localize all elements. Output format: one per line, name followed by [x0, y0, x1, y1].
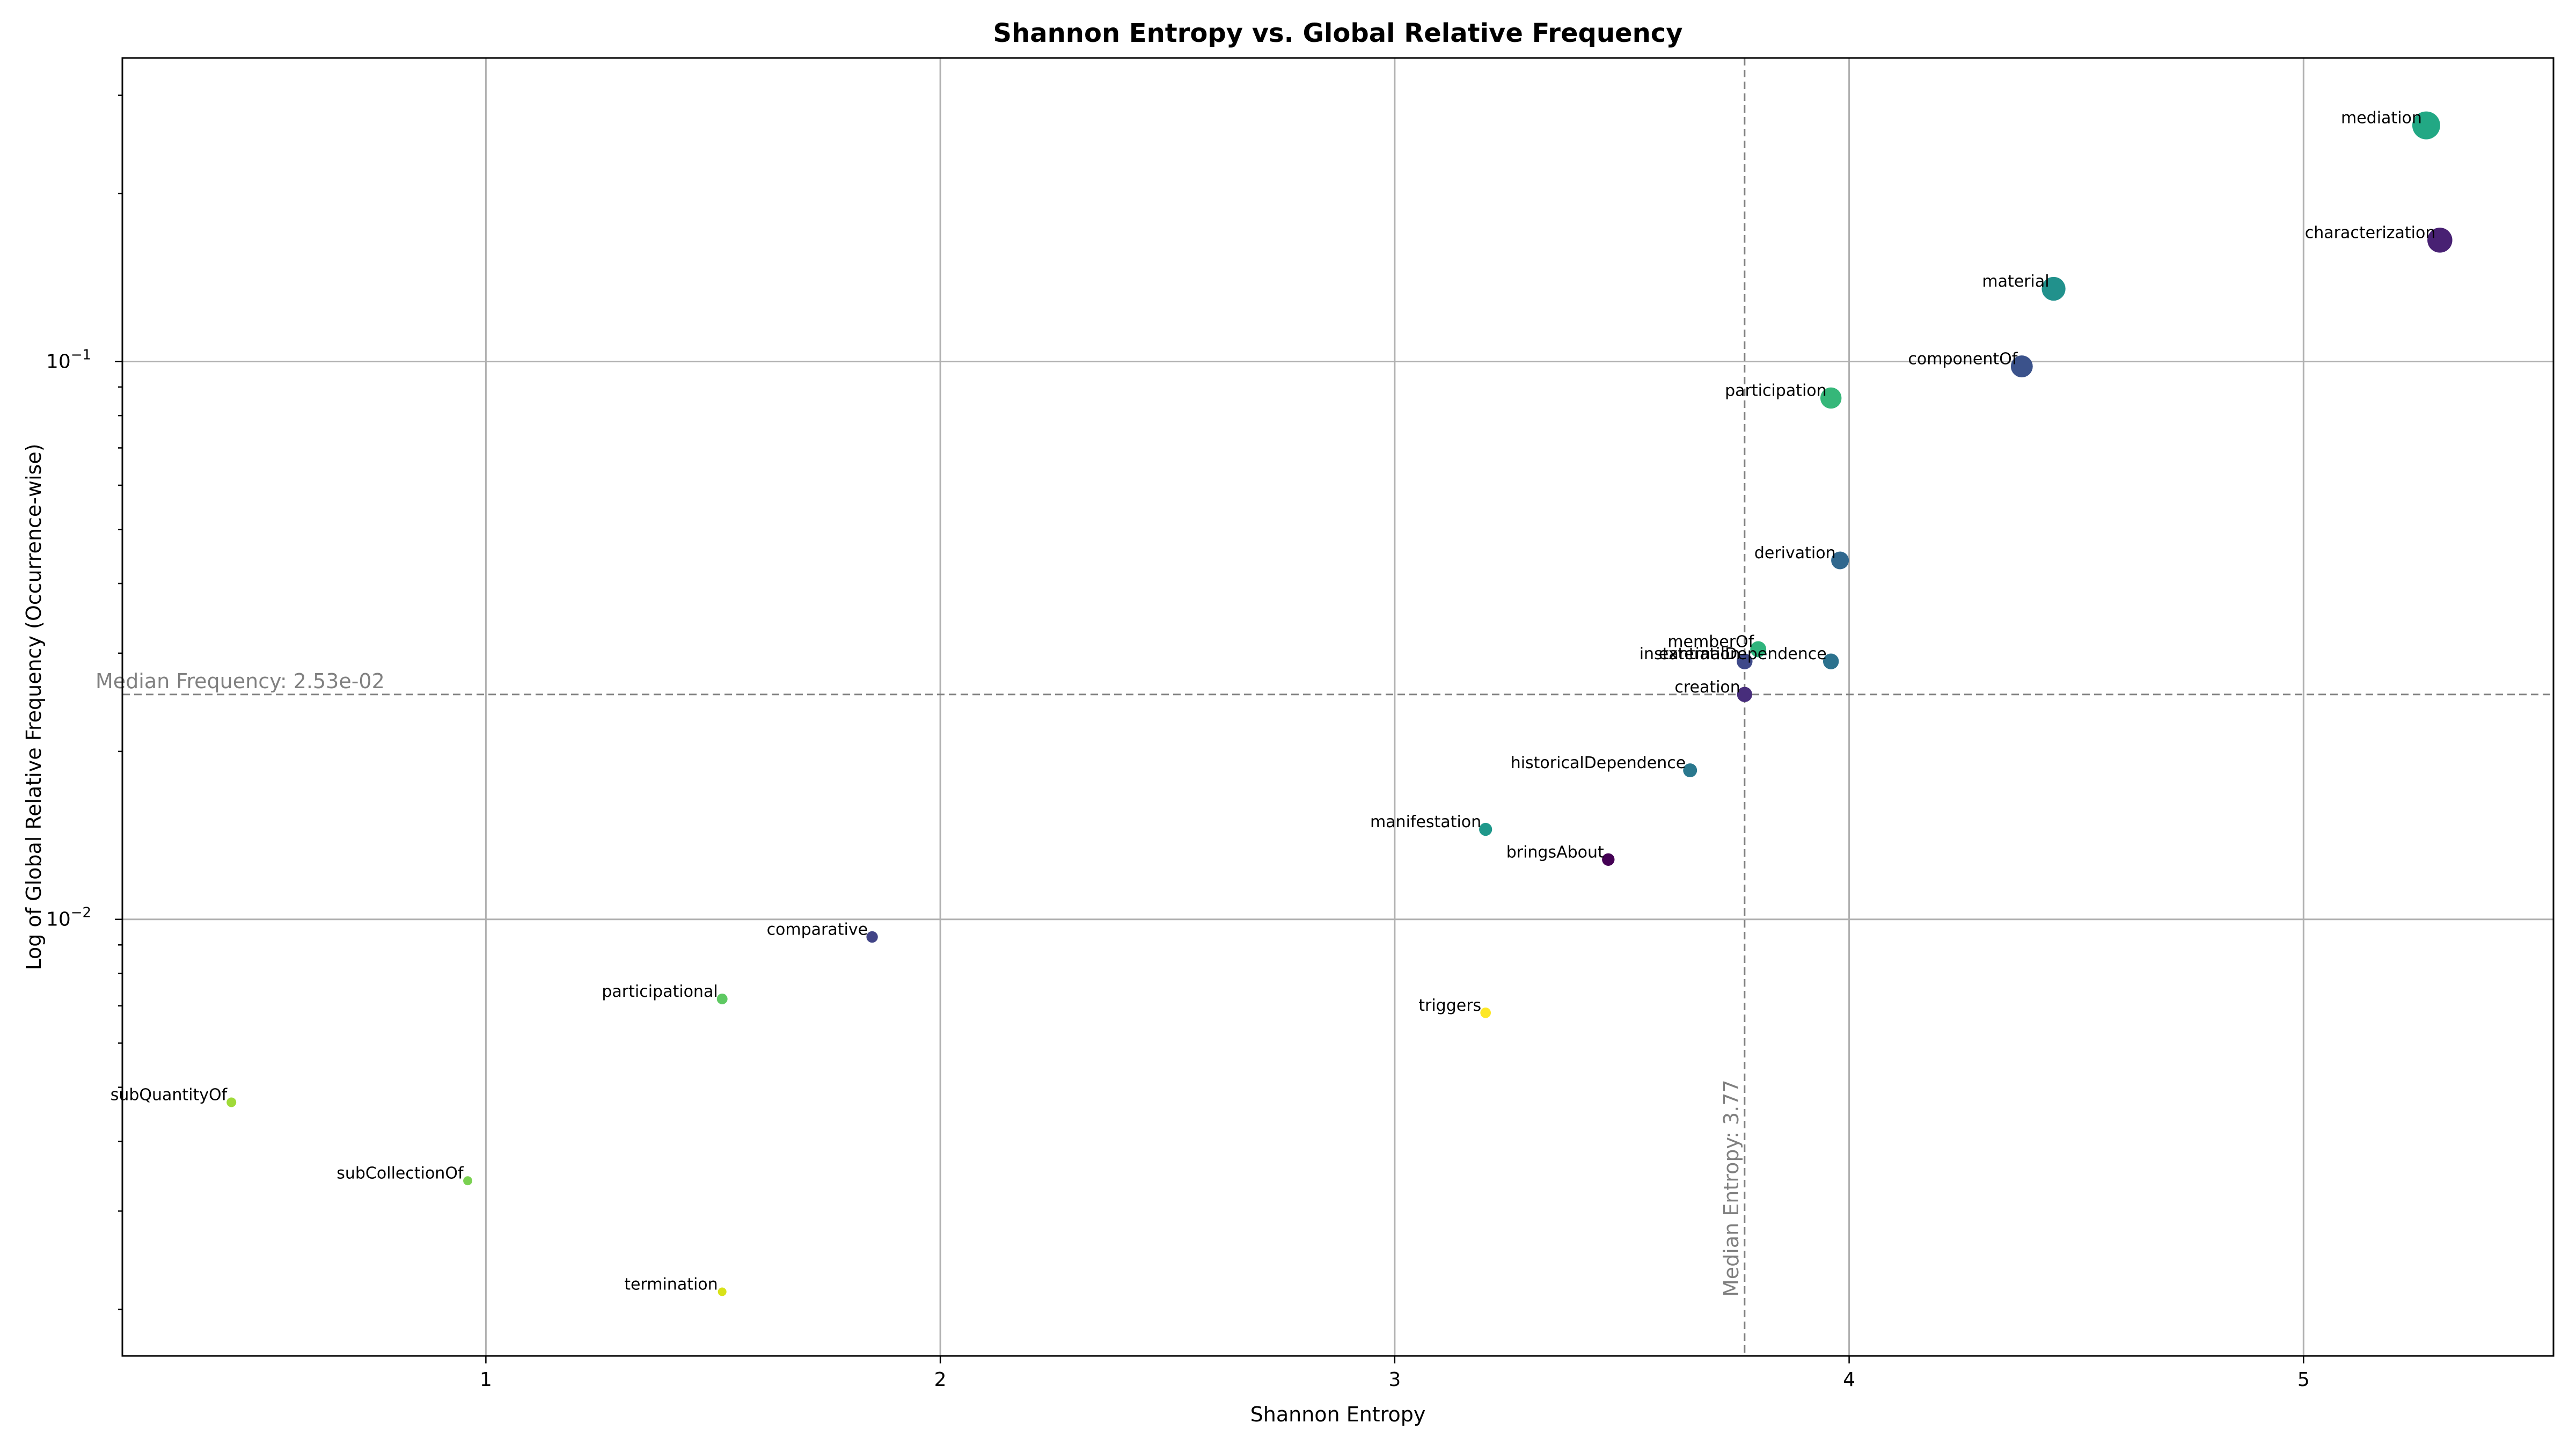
data-point-label: participational	[602, 982, 718, 1001]
data-point-label: bringsAbout	[1506, 843, 1604, 862]
data-point	[226, 1097, 237, 1107]
data-point-label: subCollectionOf	[336, 1164, 464, 1183]
data-point-label: instantiation	[1640, 645, 1740, 663]
plot-frame	[121, 57, 2555, 1357]
data-point	[2412, 111, 2440, 140]
grid-layer	[122, 58, 2553, 1356]
x-tick-label: 3	[1388, 1369, 1401, 1391]
data-point-label: participation	[1725, 382, 1827, 400]
data-point-label: termination	[624, 1275, 718, 1294]
median-entropy-label: Median Entropy: 3.77	[1719, 1079, 1743, 1297]
axis-ticks: 1 2 3 4 5 10−1 10−2	[46, 94, 2310, 1391]
data-point-label: creation	[1674, 678, 1740, 697]
data-point	[1480, 1007, 1491, 1018]
data-points	[226, 111, 2453, 1296]
data-point-label: material	[1982, 272, 2049, 291]
data-point	[1737, 687, 1752, 702]
data-point	[716, 994, 728, 1004]
x-tick-label: 2	[934, 1369, 947, 1391]
data-point-label: comparative	[767, 920, 868, 939]
y-tick-label: 10−1	[46, 347, 91, 373]
chart-title: Shannon Entropy vs. Global Relative Freq…	[993, 18, 1682, 48]
x-tick-label: 5	[2297, 1369, 2310, 1391]
median-lines: Median Frequency: 2.53e-02 Median Entropy…	[96, 58, 2553, 1356]
data-point	[1479, 822, 1492, 836]
data-point	[866, 931, 878, 943]
data-point	[2041, 276, 2066, 301]
x-axis-label: Shannon Entropy	[1250, 1403, 1426, 1426]
data-point	[1823, 653, 1839, 669]
data-point-label: componentOf	[1908, 350, 2018, 369]
data-point	[1750, 641, 1767, 658]
data-point	[1683, 763, 1697, 778]
data-point-label: subQuantityOf	[111, 1086, 228, 1105]
data-point-label: memberOf	[1667, 632, 1754, 651]
y-tick-label: 10−2	[46, 905, 91, 931]
y-axis-label: Log of Global Relative Frequency (Occurr…	[22, 443, 46, 970]
data-point-label: externalDependence	[1659, 645, 1827, 663]
data-point-label: manifestation	[1370, 813, 1481, 831]
data-point	[463, 1176, 472, 1186]
x-tick-label: 1	[480, 1369, 492, 1391]
data-point	[2010, 355, 2033, 377]
point-labels: mediation characterization material compone…	[111, 109, 2436, 1294]
data-point	[1602, 853, 1615, 866]
data-point-label: triggers	[1418, 996, 1481, 1015]
data-point	[1737, 653, 1753, 669]
data-point	[718, 1287, 727, 1296]
data-point	[2427, 228, 2453, 253]
data-point-label: historicalDependence	[1511, 754, 1686, 772]
x-tick-label: 4	[1843, 1369, 1855, 1391]
data-point	[1831, 551, 1849, 570]
data-point-label: mediation	[2341, 109, 2422, 128]
data-point	[1820, 387, 1842, 409]
data-point-label: characterization	[2305, 223, 2436, 242]
median-frequency-label: Median Frequency: 2.53e-02	[96, 669, 385, 693]
data-point-label: derivation	[1754, 544, 1836, 563]
